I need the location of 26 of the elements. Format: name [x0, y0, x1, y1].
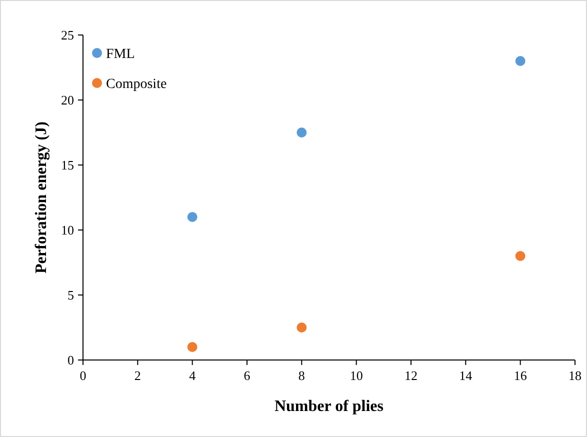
point	[187, 342, 198, 352]
y-axis-title: Perforation energy (J)	[33, 122, 50, 274]
x-tick-label: 10	[350, 368, 363, 383]
x-tick-label: 2	[134, 368, 141, 383]
x-tick-label: 12	[404, 368, 418, 383]
x-tick-label: 18	[568, 368, 582, 383]
y-tick-label: 20	[61, 92, 74, 108]
point	[296, 322, 307, 332]
x-tick-label: 4	[189, 368, 196, 383]
legend-label: FML	[106, 47, 135, 62]
x-tick-label: 0	[80, 368, 86, 383]
x-tick-label: 6	[244, 368, 251, 383]
y-tick-label: 15	[61, 158, 74, 172]
legend-label: Composite	[106, 77, 167, 92]
y-tick-label: 5	[68, 288, 74, 302]
x-tick-label: 8	[298, 368, 305, 383]
point	[187, 212, 198, 222]
x-axis-title: Number of plies	[274, 398, 384, 415]
y-tick-label: 25	[61, 28, 74, 42]
y-tick-label: 10	[61, 222, 74, 238]
point	[515, 251, 526, 261]
y-tick-label: 0	[68, 352, 74, 368]
x-tick-label: 14	[459, 368, 473, 383]
x-tick-label: 16	[514, 368, 528, 383]
point	[515, 56, 526, 66]
point	[296, 128, 307, 138]
